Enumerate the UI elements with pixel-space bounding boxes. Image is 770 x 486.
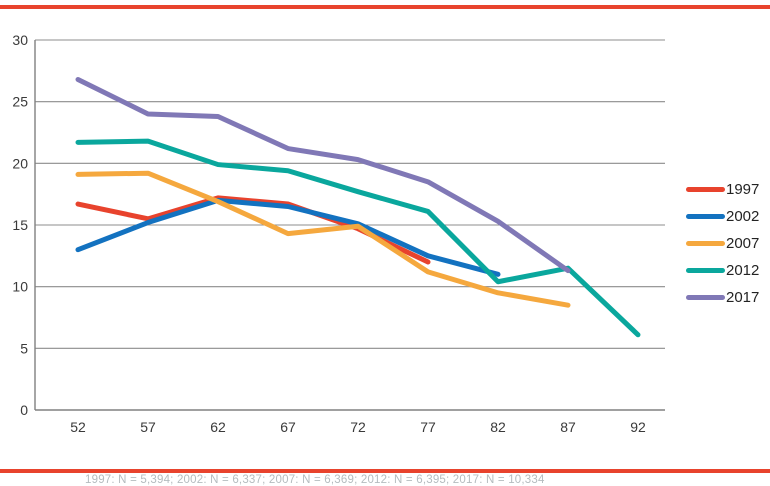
legend-swatch-2012 (686, 268, 725, 273)
x-tick-label-67: 67 (280, 419, 296, 435)
legend-item-1997: 1997 (686, 176, 759, 203)
line-chart: 0 5 10 15 20 25 30 52 57 62 67 72 77 82 87 92 (12, 32, 665, 435)
legend-label-2002: 2002 (726, 208, 760, 225)
x-tick-label-82: 82 (490, 419, 506, 435)
y-tick-label-0: 0 (20, 402, 28, 418)
x-tick-label-57: 57 (140, 419, 156, 435)
series-line-2002 (75, 197, 501, 277)
legend-item-2017: 2017 (686, 284, 759, 311)
y-tick-label-20: 20 (12, 155, 28, 171)
y-tick-label-15: 15 (12, 217, 28, 233)
sample-size-footnote: 1997: N = 5,394; 2002: N = 6,337; 2007: … (85, 474, 545, 486)
legend-swatch-2007 (686, 241, 725, 246)
x-tick-label-87: 87 (560, 419, 576, 435)
legend-swatch-1997 (686, 187, 725, 192)
chart-canvas: 0 5 10 15 20 25 30 52 57 62 67 72 77 82 87 92 (12, 32, 665, 435)
legend-label-1997: 1997 (726, 181, 760, 198)
legend-swatch-2017 (686, 295, 725, 300)
y-tick-label-30: 30 (12, 32, 28, 48)
series-line-2017 (75, 76, 571, 274)
x-tick-label-92: 92 (630, 419, 646, 435)
legend-item-2002: 2002 (686, 203, 759, 230)
legend-label-2017: 2017 (726, 289, 760, 306)
legend-item-2007: 2007 (686, 230, 759, 257)
top-border-bar (0, 5, 770, 9)
y-tick-label-25: 25 (12, 94, 28, 110)
legend-label-2012: 2012 (726, 262, 760, 279)
y-tick-label-5: 5 (20, 340, 28, 356)
legend-swatch-2002 (686, 214, 725, 219)
chart-legend: 1997 2002 2007 2012 2017 (686, 176, 759, 311)
bottom-border-bar (0, 469, 770, 473)
x-tick-label-62: 62 (210, 419, 226, 435)
legend-label-2007: 2007 (726, 235, 760, 252)
x-tick-label-72: 72 (350, 419, 366, 435)
x-tick-label-77: 77 (420, 419, 436, 435)
y-tick-label-10: 10 (12, 279, 28, 295)
series-line-2012 (75, 138, 641, 338)
series-line-2007 (75, 170, 571, 308)
legend-item-2012: 2012 (686, 257, 759, 284)
x-tick-label-52: 52 (70, 419, 86, 435)
